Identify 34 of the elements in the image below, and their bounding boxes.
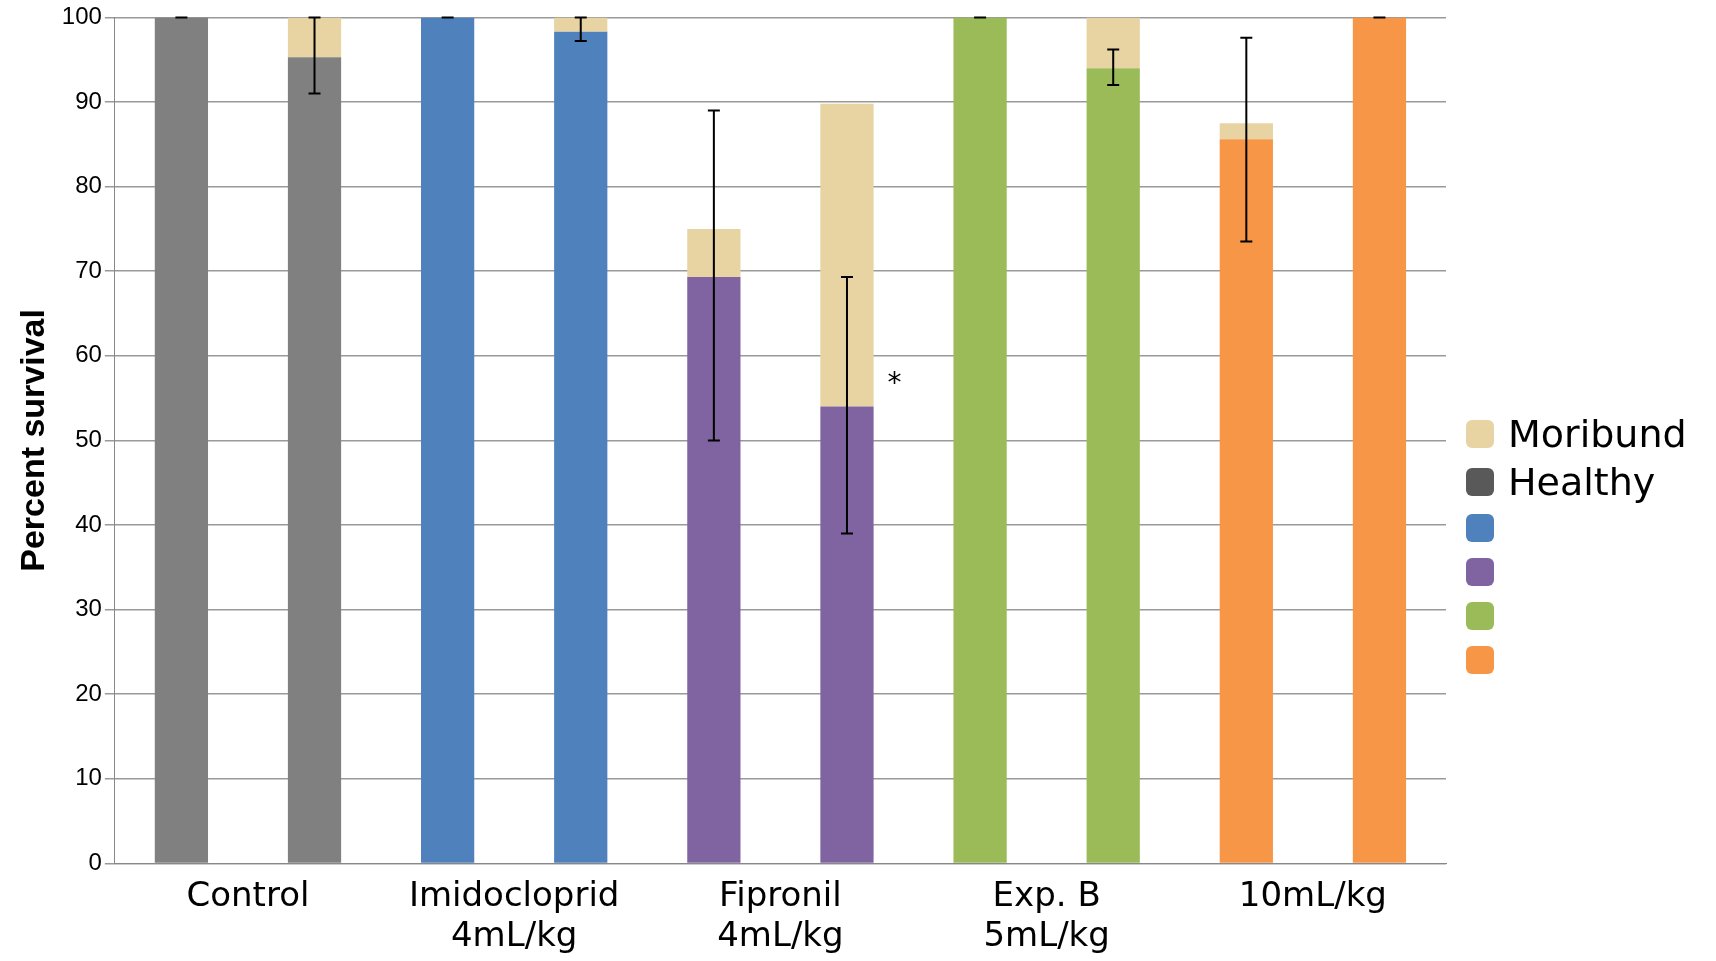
annotation: *: [887, 365, 902, 399]
bar: [1219, 139, 1273, 863]
y-tick-label: 80: [75, 171, 102, 199]
bar: [554, 17, 608, 32]
bar: [687, 228, 741, 278]
legend-label: Moribund: [1508, 412, 1687, 456]
bar: [1219, 123, 1273, 140]
x-tick-label: Fipronil 4mL/kg: [717, 873, 844, 955]
y-tick-label: 70: [75, 255, 102, 283]
x-tick-label: 10mL/kg: [1238, 873, 1387, 914]
y-tick-label: 100: [61, 2, 102, 30]
y-tick-label: 90: [75, 86, 102, 114]
y-tick-label: 50: [75, 425, 102, 453]
bar: [287, 17, 342, 58]
bar: [820, 406, 874, 863]
x-tick-label: Imidocloprid 4mL/kg: [408, 873, 620, 955]
bar: [554, 31, 608, 863]
bar: [1086, 68, 1140, 863]
bar: [820, 103, 874, 407]
bar: [1086, 17, 1140, 69]
y-tick-label: 30: [75, 594, 102, 622]
bar: [421, 17, 475, 863]
y-axis-title: Percent survival: [12, 309, 51, 572]
y-tick-label: 0: [88, 848, 102, 876]
text: Healthy: [1508, 460, 1656, 504]
y-tick-label: 40: [75, 509, 102, 537]
y-tick-label: 60: [75, 340, 102, 368]
x-tick-label: Control: [186, 873, 310, 914]
y-tick-label: 10: [75, 763, 102, 791]
y-tick-label: 20: [75, 678, 102, 706]
bar: [687, 277, 741, 863]
bar: [1352, 17, 1407, 863]
bar: [953, 17, 1007, 863]
x-tick-label: Exp. B 5mL/kg: [983, 873, 1110, 955]
